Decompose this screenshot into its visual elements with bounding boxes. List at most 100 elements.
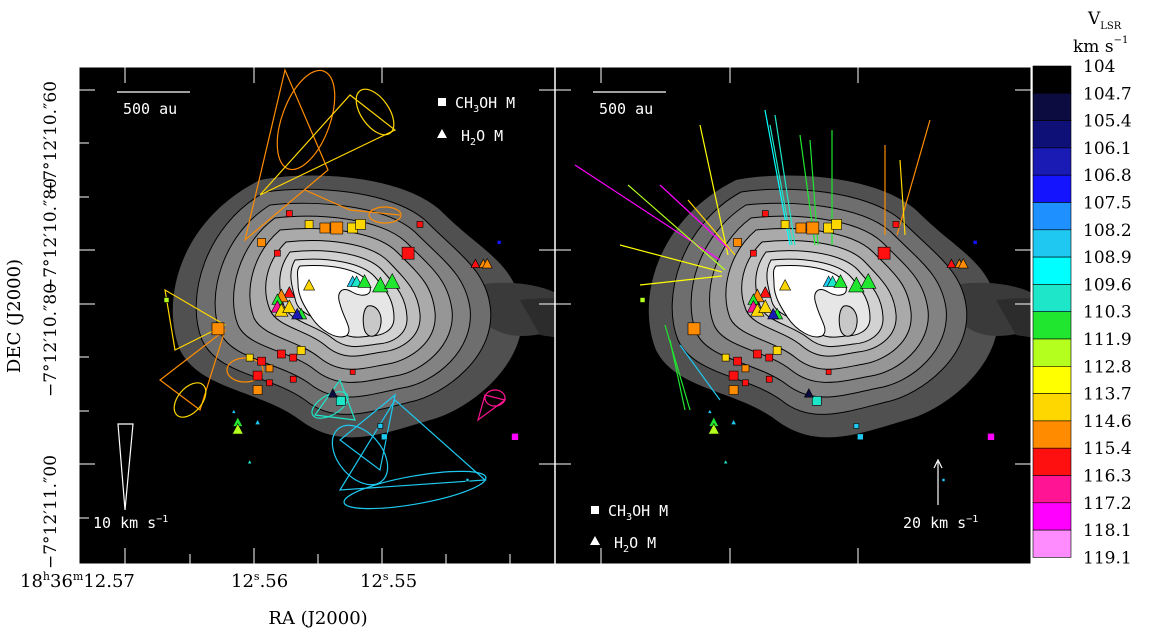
colorbar-tick-label: 117.2 — [1083, 494, 1132, 514]
ch3oh-maser-point — [765, 375, 773, 383]
ch3oh-maser-point — [795, 222, 807, 234]
ch3oh-maser-point — [330, 221, 344, 235]
ch3oh-maser-point — [811, 395, 822, 406]
colorbar-swatch — [1032, 311, 1072, 340]
h2o-maser-point — [303, 278, 316, 291]
h2o-maser-point — [283, 286, 296, 298]
ch3oh-maser-point — [721, 353, 730, 362]
h2o-maser-point — [291, 307, 304, 320]
y-tick-label-4: −7°12′11.″00 — [41, 455, 61, 569]
colorbar-tick-label: 104 — [1083, 57, 1115, 77]
ch3oh-maser-point — [639, 297, 646, 303]
colorbar-tick-label: 106.1 — [1083, 139, 1132, 159]
ch3oh-maser-point — [355, 219, 366, 230]
h2o-maser-point — [957, 257, 969, 269]
h2o-maser-point — [759, 286, 772, 298]
ch3oh-maser-point — [277, 349, 286, 359]
ch3oh-maser-point — [163, 297, 170, 303]
y-tick-label-1: −7°12′10.″60 — [41, 81, 61, 195]
ch3oh-maser-point — [987, 432, 995, 441]
x-tick-label-3: 12s.55 — [360, 570, 417, 592]
colorbar-swatch — [1032, 256, 1072, 285]
h2o-maser-point — [481, 257, 493, 269]
x-axis-label: RA (J2000) — [268, 608, 367, 629]
colorbar-tick-label: 118.1 — [1083, 521, 1132, 541]
ch3oh-maser-point — [285, 210, 293, 217]
colorbar-tick-label: 116.3 — [1083, 467, 1132, 487]
right-legend-ch3oh: CH3OH M — [608, 502, 668, 523]
ch3oh-maser-point — [304, 220, 314, 229]
right-legend-h2o: H2O M — [614, 534, 656, 555]
colorbar-swatch — [1032, 174, 1072, 203]
colorbar-tick-label: 107.5 — [1083, 194, 1132, 214]
ch3oh-maser-point — [274, 249, 281, 257]
h2o-maser-point — [707, 408, 713, 414]
ch3oh-maser-point — [687, 322, 701, 336]
colorbar: 104 104.7 105.4 106.1 106.8 107.5 108.2 108.9 10… — [1032, 57, 1132, 568]
ch3oh-maser-point — [780, 220, 790, 229]
ch3oh-maser-point — [728, 370, 739, 381]
colorbar-unit: km s−1 — [1073, 35, 1128, 57]
ch3oh-maser-point — [831, 219, 842, 230]
h2o-maser-point — [372, 276, 389, 293]
ch3oh-maser-point — [761, 210, 769, 217]
h2o-maser-point — [860, 272, 877, 289]
h2o-maser-point — [803, 388, 814, 398]
ch3oh-maser-point — [853, 423, 860, 429]
right-reference-arrowhead — [933, 458, 943, 469]
ch3oh-maser-point — [257, 356, 266, 366]
ch3oh-maser-point — [972, 240, 978, 245]
ch3oh-maser-point — [753, 349, 762, 359]
h2o-maser-point — [246, 458, 253, 465]
h2o-maser-point — [946, 258, 957, 268]
right-scale-label: 500 au — [599, 100, 653, 118]
ch3oh-maser-point — [892, 221, 900, 228]
ch3oh-maser-point — [857, 433, 864, 441]
colorbar-tick-label: 113.7 — [1083, 385, 1132, 405]
h2o-maser-point — [848, 276, 865, 293]
ch3oh-maser-point — [296, 346, 306, 355]
h2o-maser-point — [767, 307, 780, 320]
colorbar-swatch — [1032, 147, 1072, 176]
left-masers — [163, 210, 519, 482]
colorbar-tick-label: 111.9 — [1083, 330, 1132, 350]
x-tick-label-2: 12s.56 — [231, 570, 288, 592]
colorbar-swatch — [1032, 120, 1072, 149]
ch3oh-maser-point — [806, 221, 820, 235]
ch3oh-maser-point — [319, 222, 331, 234]
colorbar-tick-label: 112.8 — [1083, 357, 1132, 377]
colorbar-tick-label: 109.6 — [1083, 275, 1132, 295]
h2o-maser-point — [231, 408, 237, 414]
ch3oh-maser-point — [266, 379, 273, 387]
left-scale-label: 500 au — [123, 100, 177, 118]
ch3oh-maser-point — [381, 433, 388, 441]
colorbar-swatch — [1032, 338, 1072, 367]
colorbar-title: VLSR — [1087, 9, 1122, 32]
h2o-maser-point — [357, 274, 372, 288]
colorbar-tick-label: 104.7 — [1083, 84, 1132, 104]
right-vector-label: 20 km s−1 — [903, 514, 978, 532]
ch3oh-maser-point — [416, 221, 424, 228]
ch3oh-maser-point — [750, 249, 757, 257]
colorbar-swatch — [1032, 447, 1072, 476]
right-masers — [639, 210, 995, 482]
ch3oh-maser-point — [289, 353, 298, 362]
colorbar-swatch — [1032, 284, 1072, 312]
left-reference-cone — [117, 423, 134, 511]
h2o-maser-point — [730, 418, 737, 425]
colorbar-swatch — [1032, 529, 1072, 558]
h2o-maser-point — [722, 458, 729, 465]
colorbar-swatch — [1032, 365, 1072, 394]
tick-marks — [79, 67, 1031, 564]
h2o-maser-point — [254, 418, 261, 425]
ch3oh-maser-point — [265, 364, 274, 373]
ch3oh-maser-point — [377, 423, 384, 429]
colorbar-tick-label: 108.2 — [1083, 221, 1132, 241]
ch3oh-maser-point — [401, 246, 415, 260]
left-legend-square-icon — [438, 98, 446, 106]
ch3oh-maser-point — [252, 385, 263, 395]
colorbar-tick-label: 105.4 — [1083, 112, 1132, 132]
ch3oh-maser-point — [289, 375, 297, 383]
h2o-maser-point — [282, 299, 297, 313]
